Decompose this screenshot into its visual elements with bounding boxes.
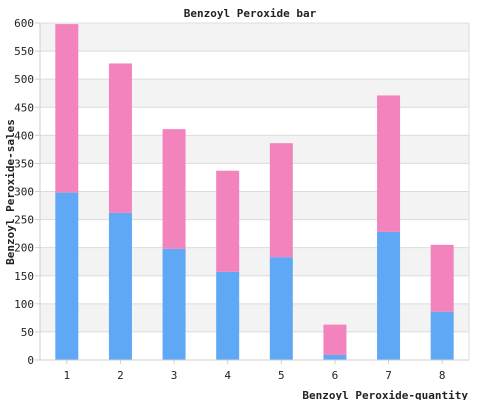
- x-tick-label: 4: [224, 369, 231, 382]
- plot-band: [40, 51, 469, 80]
- y-tick-label: 200: [14, 242, 34, 255]
- bar-segment: [430, 244, 454, 312]
- bar-segment: [216, 170, 240, 272]
- bar-segment: [377, 231, 401, 360]
- bars: [55, 24, 454, 360]
- y-tick-labels: 0 50 100 150 200 250 300 350 400 450 500 550 600: [14, 17, 34, 367]
- plot-band: [40, 191, 469, 220]
- y-tick-label: 250: [14, 214, 34, 227]
- bar-segment: [323, 324, 347, 355]
- x-tick-label: 8: [439, 369, 446, 382]
- x-tick-label: 7: [385, 369, 392, 382]
- bar-segment: [377, 95, 401, 232]
- y-axis-label: Benzoyl Peroxide-sales: [4, 119, 17, 265]
- plot-band: [40, 275, 469, 304]
- bar-segment: [269, 143, 293, 258]
- y-tick-label: 500: [14, 73, 34, 86]
- plot-band: [40, 79, 469, 108]
- y-tick-label: 450: [14, 101, 34, 114]
- y-tick-label: 600: [14, 17, 34, 30]
- y-tick-label: 550: [14, 45, 34, 58]
- bar-segment: [55, 24, 79, 193]
- bar-segment: [162, 129, 186, 249]
- bar-segment: [108, 212, 132, 360]
- x-tick-label: 3: [171, 369, 178, 382]
- plot-band: [40, 303, 469, 332]
- bar-segment: [323, 354, 347, 360]
- bar-segment: [430, 311, 454, 360]
- x-tick-label: 2: [117, 369, 124, 382]
- bar-segment: [269, 257, 293, 360]
- y-tick-label: 50: [21, 326, 34, 339]
- plot-band: [40, 331, 469, 360]
- plot-band: [40, 107, 469, 136]
- x-tick-labels: 1 2 3 4 5 6 7 8: [64, 360, 446, 382]
- plot-band: [40, 23, 469, 52]
- y-tick-label: 300: [14, 186, 34, 199]
- plot-band: [40, 247, 469, 276]
- x-tick-label: 5: [278, 369, 285, 382]
- bar-segment: [55, 192, 79, 360]
- axes: [39, 23, 470, 361]
- plot-band: [40, 163, 469, 192]
- bar-segment: [162, 248, 186, 360]
- bar-segment: [216, 271, 240, 360]
- y-tick-label: 350: [14, 157, 34, 170]
- x-axis-label: Benzoyl Peroxide-quantity: [302, 389, 468, 400]
- bar-segment: [108, 63, 132, 213]
- plot-band: [40, 135, 469, 164]
- y-tick-label: 150: [14, 270, 34, 283]
- y-tick-label: 0: [27, 354, 34, 367]
- y-tick-label: 400: [14, 129, 34, 142]
- y-tick-label: 100: [14, 298, 34, 311]
- plot-band: [40, 219, 469, 248]
- chart-title: Benzoyl Peroxide bar: [184, 7, 317, 20]
- x-tick-label: 6: [332, 369, 339, 382]
- x-tick-label: 1: [64, 369, 71, 382]
